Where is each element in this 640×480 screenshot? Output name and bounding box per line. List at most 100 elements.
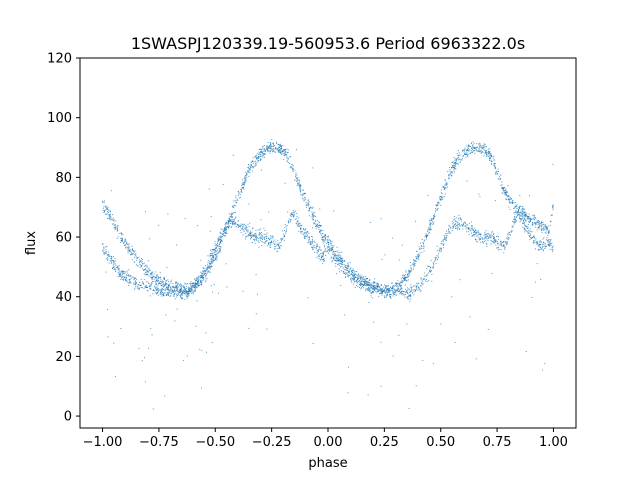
data-point bbox=[151, 271, 153, 273]
x-tick-label: 0.50 bbox=[426, 435, 455, 450]
data-point bbox=[143, 270, 145, 272]
data-point bbox=[323, 239, 325, 241]
data-point bbox=[113, 261, 115, 263]
data-point bbox=[331, 240, 333, 242]
data-point bbox=[315, 225, 317, 227]
data-point bbox=[286, 228, 288, 230]
data-point bbox=[151, 273, 153, 275]
data-point bbox=[347, 392, 349, 394]
data-point bbox=[193, 291, 195, 293]
data-point bbox=[433, 218, 435, 220]
data-point bbox=[495, 173, 497, 175]
data-point bbox=[227, 222, 229, 224]
data-point bbox=[200, 280, 202, 282]
data-point bbox=[393, 292, 395, 294]
data-point bbox=[550, 244, 552, 246]
data-point bbox=[205, 277, 207, 279]
data-point bbox=[318, 246, 320, 248]
data-point bbox=[186, 297, 188, 299]
data-point bbox=[260, 234, 262, 236]
data-point bbox=[548, 244, 550, 246]
data-point bbox=[326, 247, 328, 249]
data-point bbox=[335, 250, 337, 252]
data-point bbox=[518, 212, 520, 214]
data-point bbox=[233, 218, 235, 220]
data-point bbox=[113, 268, 115, 270]
data-point bbox=[296, 220, 298, 222]
data-point bbox=[395, 294, 397, 296]
data-point bbox=[255, 230, 257, 231]
data-point bbox=[467, 145, 469, 147]
data-point bbox=[552, 249, 554, 251]
data-point bbox=[542, 249, 544, 251]
data-point bbox=[467, 149, 469, 151]
data-point bbox=[480, 149, 482, 151]
data-point bbox=[465, 226, 467, 228]
data-point bbox=[220, 236, 222, 238]
data-point bbox=[168, 293, 170, 295]
data-point bbox=[241, 190, 243, 192]
data-point bbox=[290, 212, 292, 214]
data-point bbox=[264, 236, 266, 238]
data-point bbox=[354, 271, 356, 273]
data-point bbox=[490, 236, 492, 238]
data-point bbox=[477, 241, 479, 243]
data-point bbox=[196, 280, 198, 282]
data-point bbox=[408, 271, 410, 273]
data-point bbox=[405, 290, 407, 292]
data-point bbox=[408, 298, 410, 300]
data-point bbox=[456, 157, 458, 159]
data-point bbox=[347, 366, 349, 368]
data-point bbox=[411, 286, 413, 288]
data-point bbox=[232, 213, 234, 215]
data-point bbox=[514, 213, 516, 215]
data-point bbox=[238, 192, 240, 194]
data-point bbox=[368, 287, 370, 289]
data-point bbox=[478, 143, 480, 145]
data-point bbox=[441, 196, 443, 198]
data-point bbox=[177, 289, 179, 291]
data-point bbox=[376, 289, 378, 291]
data-point bbox=[373, 282, 375, 284]
data-point bbox=[493, 237, 495, 239]
data-point bbox=[201, 276, 203, 278]
data-point bbox=[147, 281, 149, 283]
data-point bbox=[390, 297, 392, 299]
data-point bbox=[167, 289, 169, 291]
data-point bbox=[398, 285, 400, 287]
data-point bbox=[368, 284, 370, 286]
data-point bbox=[127, 275, 129, 277]
data-point bbox=[305, 235, 307, 237]
data-point bbox=[459, 154, 461, 156]
data-point bbox=[370, 286, 372, 288]
data-point bbox=[539, 223, 541, 225]
data-point bbox=[259, 229, 261, 231]
data-point bbox=[174, 287, 176, 289]
data-point bbox=[157, 280, 159, 282]
data-point bbox=[381, 288, 383, 290]
data-point bbox=[407, 275, 409, 277]
data-point bbox=[406, 291, 408, 293]
data-point bbox=[250, 235, 252, 237]
data-point bbox=[279, 144, 281, 146]
data-point bbox=[299, 185, 301, 187]
data-point bbox=[541, 221, 543, 223]
data-point bbox=[188, 292, 190, 294]
data-point bbox=[206, 269, 208, 271]
data-point bbox=[424, 278, 426, 280]
data-point bbox=[347, 263, 349, 265]
data-point bbox=[137, 284, 139, 286]
data-point bbox=[486, 154, 488, 156]
data-point bbox=[196, 283, 198, 285]
data-point bbox=[296, 183, 298, 185]
data-point bbox=[184, 289, 186, 291]
data-point bbox=[463, 225, 465, 227]
data-point bbox=[353, 278, 355, 280]
data-point bbox=[194, 285, 196, 287]
data-point bbox=[390, 282, 392, 284]
data-point bbox=[478, 234, 480, 236]
data-point bbox=[341, 261, 343, 263]
data-point bbox=[365, 283, 367, 285]
data-point bbox=[420, 279, 422, 281]
data-point bbox=[159, 289, 161, 291]
